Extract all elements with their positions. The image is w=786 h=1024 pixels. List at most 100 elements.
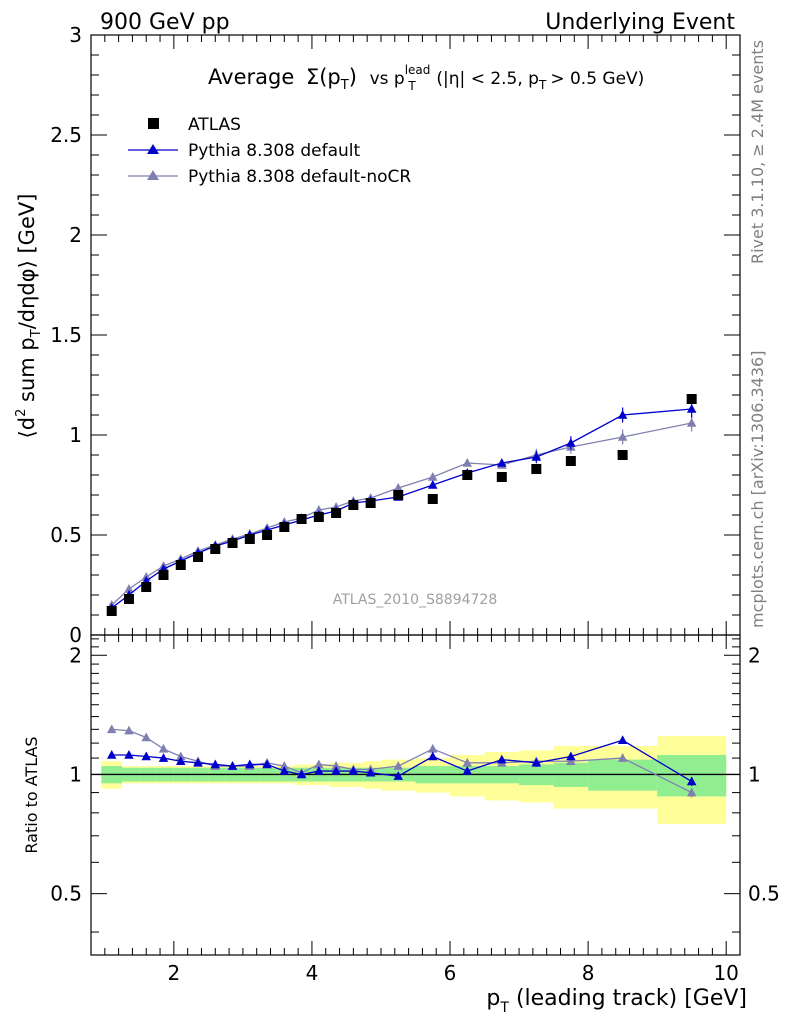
main-point-atlas-9 <box>262 530 273 540</box>
main-point-atlas-20 <box>531 464 542 474</box>
ratio-point-nocr-3 <box>158 743 169 753</box>
title-cuts-1: (|η| < 2.5, p <box>436 69 539 89</box>
main-point-atlas-1 <box>123 594 134 604</box>
header-right: Underlying Event <box>545 10 735 35</box>
main-point-atlas-21 <box>565 456 576 466</box>
main-point-nocr-17 <box>428 472 438 481</box>
main-point-atlas-23 <box>686 394 697 404</box>
legend-label-atlas: ATLAS <box>188 115 241 135</box>
main-panel-marks <box>106 394 697 616</box>
ratio-panel-marks <box>106 724 697 798</box>
ratio-point-default-9 <box>262 759 272 769</box>
title-main: Average <box>208 65 294 89</box>
legend-marker-nocr <box>147 170 159 180</box>
ratio-point-default-6 <box>210 759 221 769</box>
main-point-default-20 <box>531 452 542 461</box>
main-ytick-label-3: 3 <box>69 23 82 47</box>
ratio-point-nocr-23 <box>686 787 697 797</box>
ratio-point-default-22 <box>617 735 628 745</box>
ratio-point-default-14 <box>348 766 359 775</box>
ratio-ytick-label-left-2: 2 <box>69 643 82 667</box>
ratio-point-nocr-17 <box>428 743 438 753</box>
main-point-atlas-19 <box>496 472 507 482</box>
ratio-point-default-18 <box>462 766 473 775</box>
xlabel-a: p <box>486 986 500 1011</box>
main-point-atlas-16 <box>393 490 404 500</box>
main-ytick-label-1.5: 1.5 <box>50 323 82 347</box>
x-tick-label-10: 10 <box>713 961 738 985</box>
main-point-nocr-18 <box>462 458 473 467</box>
ratio-point-nocr-12 <box>314 759 324 769</box>
ratio-point-default-3 <box>158 753 169 762</box>
main-point-nocr-1 <box>124 584 134 593</box>
ratio-point-default-13 <box>331 766 341 775</box>
ratio-point-nocr-21 <box>566 756 576 765</box>
rivet-label: Rivet 3.1.10, ≥ 2.4M events <box>748 40 767 264</box>
main-point-default-21 <box>566 438 576 447</box>
title-sub-t3: T <box>538 78 547 92</box>
ratio-point-default-7 <box>227 761 238 770</box>
main-line-nocr <box>111 422 692 606</box>
main-point-atlas-7 <box>227 538 238 548</box>
main-point-default-17 <box>428 480 438 489</box>
main-ytick-label-1: 1 <box>69 423 82 447</box>
main-point-atlas-11 <box>296 514 307 524</box>
main-ytick-label-2: 2 <box>69 223 82 247</box>
main-point-nocr-12 <box>314 505 324 514</box>
mcplots-label: mcplots.cern.ch [arXiv:1306.3436] <box>748 351 767 628</box>
main-point-atlas-15 <box>365 498 376 508</box>
title-close: ) <box>349 65 357 89</box>
ratio-ylabel: Ratio to ATLAS <box>22 736 41 853</box>
legend: ATLAS Pythia 8.308 default Pythia 8.308 … <box>128 115 411 187</box>
main-point-atlas-18 <box>462 470 473 480</box>
main-point-atlas-4 <box>175 560 186 570</box>
title-lead: lead <box>405 63 431 77</box>
ratio-point-default-15 <box>365 767 376 777</box>
main-point-atlas-12 <box>313 512 324 522</box>
main-line-default <box>111 408 692 609</box>
ratio-point-nocr-4 <box>176 751 186 761</box>
ratio-point-default-23 <box>686 776 697 786</box>
ratio-line-default <box>111 739 693 783</box>
ratio-point-nocr-2 <box>141 732 151 742</box>
ratio-frame <box>90 634 741 956</box>
xlabel-b: (leading track) [GeV] <box>509 986 747 1011</box>
ratio-point-nocr-13 <box>331 761 341 770</box>
x-axis-label: pT (leading track) [GeV] <box>486 986 747 1016</box>
x-tick-label-6: 6 <box>444 961 457 985</box>
main-point-atlas-13 <box>331 508 342 518</box>
ratio-point-default-17 <box>428 751 438 761</box>
ratio-point-default-0 <box>106 749 117 759</box>
main-ytick-label-0.5: 0.5 <box>50 523 82 547</box>
main-ytick-label-2.5: 2.5 <box>50 123 82 147</box>
ratio-point-default-12 <box>314 766 324 775</box>
ylabel-sup: 2 <box>14 409 29 417</box>
analysis-id: ATLAS_2010_S8894728 <box>333 592 498 608</box>
main-point-atlas-8 <box>244 534 255 544</box>
ylabel-b: sum p <box>15 337 39 408</box>
ratio-point-nocr-22 <box>617 753 628 762</box>
header-left: 900 GeV pp <box>100 10 230 35</box>
band-inner-22 <box>588 759 658 791</box>
main-point-atlas-10 <box>279 522 290 532</box>
main-point-atlas-0 <box>106 606 117 616</box>
legend-label-default: Pythia 8.308 default <box>188 141 361 161</box>
ratio-point-default-10 <box>279 766 290 775</box>
title-vs: vs p <box>370 69 405 89</box>
main-point-atlas-14 <box>348 500 359 510</box>
ratio-point-nocr-0 <box>106 724 117 734</box>
ratio-point-default-19 <box>497 754 507 764</box>
ratio-ytick-label-right-1: 1 <box>748 762 761 786</box>
ratio-point-default-20 <box>531 757 542 767</box>
main-point-atlas-22 <box>617 450 628 460</box>
ratio-ytick-label-left-0.5: 0.5 <box>50 882 82 906</box>
legend-marker-atlas <box>148 118 159 129</box>
main-point-default-22 <box>617 410 628 419</box>
ylabel-a: ⟨d <box>15 417 39 439</box>
ratio-point-default-21 <box>566 751 576 761</box>
title-sub-t: T <box>340 78 349 93</box>
ratio-point-default-4 <box>176 756 186 765</box>
ylabel-sub: T <box>29 329 44 338</box>
main-point-default-19 <box>497 458 507 467</box>
